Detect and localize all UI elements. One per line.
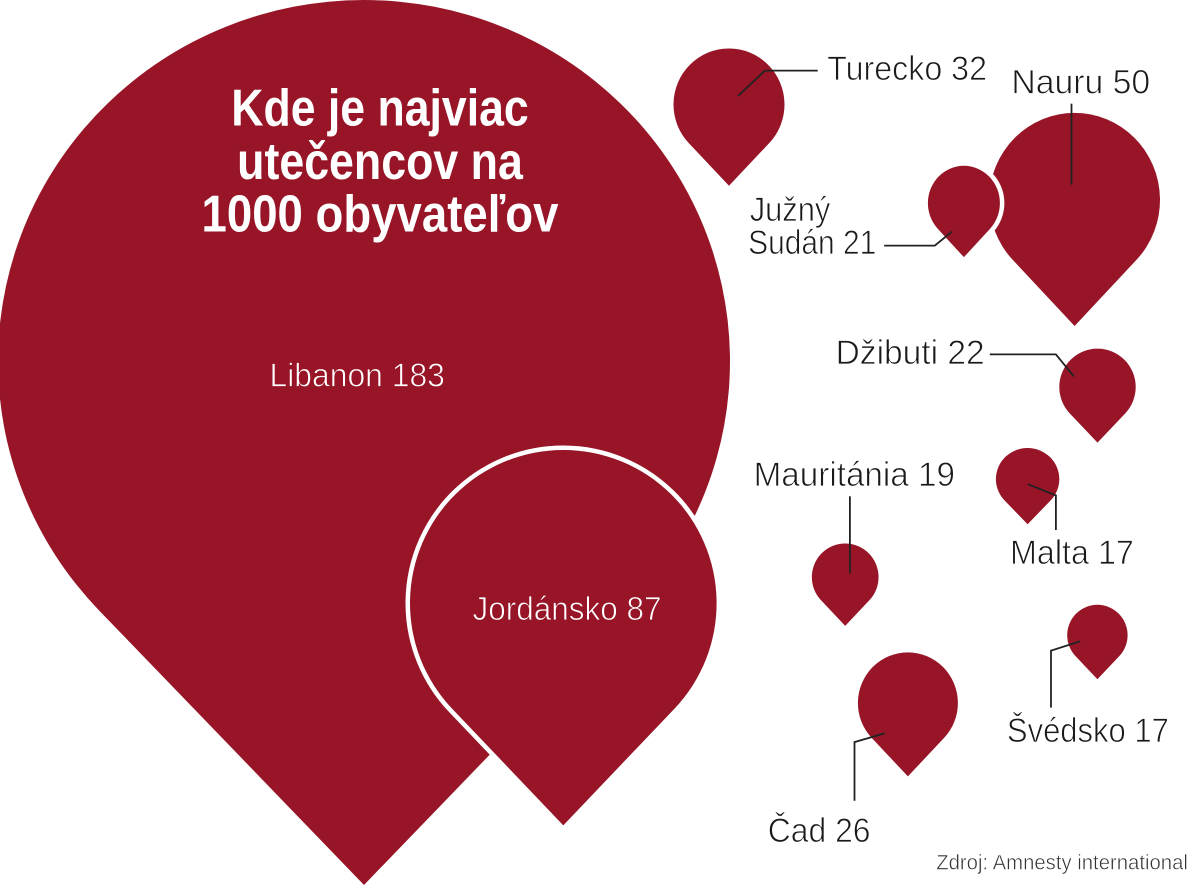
svg-text:Južný: Južný	[750, 191, 831, 229]
svg-text:Malta 17: Malta 17	[1010, 534, 1134, 572]
svg-text:Čad 26: Čad 26	[768, 812, 871, 850]
svg-text:Švédsko 17: Švédsko 17	[1007, 712, 1169, 750]
svg-text:Libanon 183: Libanon 183	[270, 356, 445, 393]
svg-text:Mauritánia 19: Mauritánia 19	[754, 456, 955, 494]
svg-text:Turecko 32: Turecko 32	[827, 50, 987, 88]
svg-text:Sudán 21: Sudán 21	[748, 224, 876, 262]
svg-text:Kde je najviac: Kde je najviac	[231, 80, 528, 138]
svg-text:Džibuti 22: Džibuti 22	[836, 334, 985, 372]
svg-text:Jordánsko 87: Jordánsko 87	[473, 590, 662, 627]
svg-text:1000 obyvateľov: 1000 obyvateľov	[202, 185, 559, 243]
svg-text:utečencov na: utečencov na	[237, 133, 524, 191]
svg-text:Nauru 50: Nauru 50	[1011, 64, 1150, 102]
svg-text:Zdroj: Amnesty international: Zdroj: Amnesty international	[936, 852, 1188, 875]
